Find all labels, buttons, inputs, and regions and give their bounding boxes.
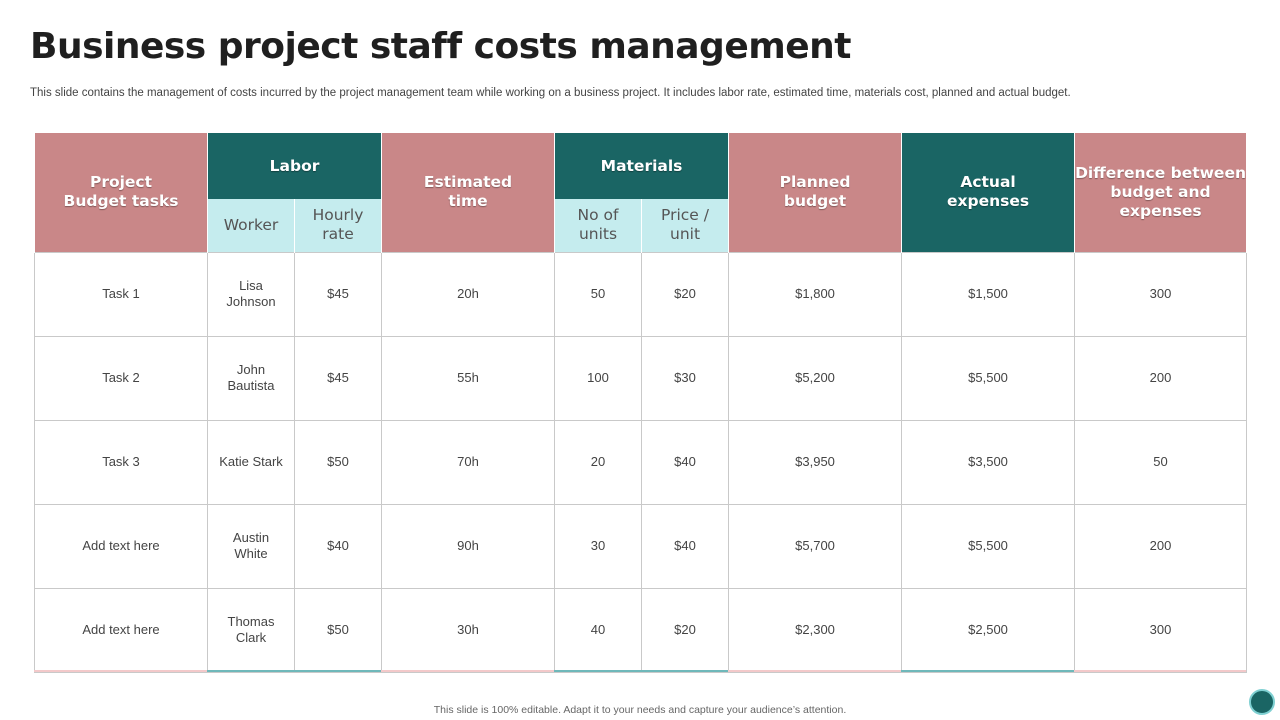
cell-price-per-unit: $40 <box>641 419 730 505</box>
cell-hourly-rate: $40 <box>293 503 383 589</box>
cell-estimated-time: 90h <box>381 503 556 589</box>
page-subtitle: This slide contains the management of co… <box>30 87 1071 99</box>
header-estimated-time: Estimated time <box>381 133 556 252</box>
header-materials: Materials <box>554 133 730 199</box>
bottom-accent-teal <box>207 670 381 672</box>
cell-price-per-unit: $20 <box>641 251 730 337</box>
cell-difference: 200 <box>1074 335 1248 421</box>
header-project-budget-tasks: Project Budget tasks <box>34 133 208 252</box>
bottom-accent-rose <box>728 670 901 672</box>
cell-actual-expenses: $5,500 <box>901 335 1076 421</box>
cell-actual-expenses: $1,500 <box>901 251 1076 337</box>
bottom-accent-rose <box>34 670 207 672</box>
cell-planned-budget: $5,200 <box>728 335 903 421</box>
header-label: Planned budget <box>779 173 851 211</box>
cell-units: 50 <box>554 251 643 337</box>
subheader-hourly-rate: Hourly rate <box>293 199 383 252</box>
table-row: Task 1 Lisa Johnson $45 20h 50 $20 $1,800 $1,50… <box>34 251 1248 337</box>
cell-estimated-time: 55h <box>381 335 556 421</box>
header-planned-budget: Planned budget <box>728 133 903 252</box>
header-label: Project Budget tasks <box>63 173 179 211</box>
subheader-label: Worker <box>223 215 279 234</box>
slide-nav-button[interactable] <box>1249 689 1275 715</box>
cell-planned-budget: $3,950 <box>728 419 903 505</box>
cell-actual-expenses: $5,500 <box>901 503 1076 589</box>
bottom-accent-teal <box>554 670 728 672</box>
subheader-no-of-units: No of units <box>554 199 643 252</box>
cell-units: 30 <box>554 503 643 589</box>
header-label: Labor <box>269 156 320 175</box>
cell-task: Add text here <box>34 587 208 673</box>
header-label: Actual expenses <box>946 173 1030 211</box>
subheader-price-unit: Price / unit <box>641 199 730 252</box>
table-row: Add text here Austin White $40 90h 30 $40 $5,7… <box>34 503 1248 589</box>
cell-estimated-time: 30h <box>381 587 556 673</box>
subheader-label: No of units <box>577 206 619 244</box>
bottom-accent-teal <box>901 670 1074 672</box>
cell-units: 20 <box>554 419 643 505</box>
header-label: Estimated time <box>423 173 513 211</box>
cell-hourly-rate: $50 <box>293 419 383 505</box>
cell-actual-expenses: $2,500 <box>901 587 1076 673</box>
cell-estimated-time: 20h <box>381 251 556 337</box>
page-title: Business project staff costs management <box>30 26 852 67</box>
header-difference: Difference between budget and expenses <box>1074 133 1248 252</box>
table-body: Task 1 Lisa Johnson $45 20h 50 $20 $1,800 $1,50… <box>34 251 1248 673</box>
cell-price-per-unit: $30 <box>641 335 730 421</box>
cell-worker: Thomas Clark <box>207 587 295 673</box>
cell-task: Task 3 <box>34 419 208 505</box>
header-labor: Labor <box>206 133 383 199</box>
cell-actual-expenses: $3,500 <box>901 419 1076 505</box>
cell-worker: Lisa Johnson <box>207 251 295 337</box>
cost-table: Project Budget tasks Labor Estimated tim… <box>34 133 1248 673</box>
cell-planned-budget: $1,800 <box>728 251 903 337</box>
cell-difference: 200 <box>1074 503 1248 589</box>
cell-hourly-rate: $50 <box>293 587 383 673</box>
cell-task: Task 1 <box>34 251 208 337</box>
cell-planned-budget: $5,700 <box>728 503 903 589</box>
cell-price-per-unit: $20 <box>641 587 730 673</box>
table-row: Task 3 Katie Stark $50 70h 20 $40 $3,950 $3,500… <box>34 419 1248 505</box>
cell-planned-budget: $2,300 <box>728 587 903 673</box>
cell-worker: Austin White <box>207 503 295 589</box>
table-row: Task 2 John Bautista $45 55h 100 $30 $5,200 $5,… <box>34 335 1248 421</box>
footer-note: This slide is 100% editable. Adapt it to… <box>433 704 847 716</box>
cell-difference: 300 <box>1074 587 1248 673</box>
subheader-worker: Worker <box>207 199 295 252</box>
cell-units: 100 <box>554 335 643 421</box>
cell-difference: 300 <box>1074 251 1248 337</box>
cell-task: Task 2 <box>34 335 208 421</box>
header-actual-expenses: Actual expenses <box>901 133 1076 252</box>
cell-hourly-rate: $45 <box>293 335 383 421</box>
cell-task: Add text here <box>34 503 208 589</box>
cell-estimated-time: 70h <box>381 419 556 505</box>
bottom-accent-rose <box>1074 670 1246 672</box>
bottom-accent-rose <box>381 670 554 672</box>
cell-worker: John Bautista <box>207 335 295 421</box>
cell-units: 40 <box>554 587 643 673</box>
cell-price-per-unit: $40 <box>641 503 730 589</box>
subheader-label: Hourly rate <box>312 206 364 244</box>
table-row: Add text here Thomas Clark $50 30h 40 $20 $2,3… <box>34 587 1248 673</box>
cell-hourly-rate: $45 <box>293 251 383 337</box>
cell-difference: 50 <box>1074 419 1248 505</box>
cell-worker: Katie Stark <box>207 419 295 505</box>
header-label: Difference between budget and expenses <box>1075 163 1246 220</box>
subheader-label: Price / unit <box>661 206 709 244</box>
header-label: Materials <box>600 156 683 175</box>
